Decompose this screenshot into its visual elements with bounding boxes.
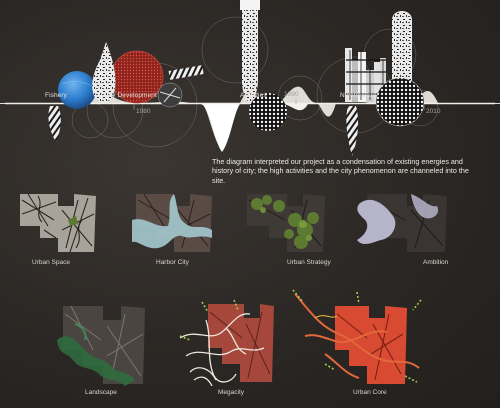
panel-ambition: Ambition [353, 190, 451, 268]
panel-megacity: Megacity [176, 298, 276, 400]
nightmarket-skyline [345, 48, 386, 102]
panel-label-urban-strategy: Urban Strategy [287, 259, 331, 266]
nightmarket-disk [375, 77, 425, 127]
timeline-graphic [0, 0, 500, 156]
panel-urban-strategy: Urban Strategy [243, 190, 331, 268]
nightmarket-drop [346, 106, 359, 156]
panel-harbor-city: Harbor City [132, 190, 214, 268]
timeline-year-1990: 1990 [284, 91, 299, 98]
activities-disk [249, 93, 287, 131]
timeline-label-activities: Activities [240, 92, 267, 99]
activities-pillar [242, 0, 258, 103]
year-ticks [133, 98, 425, 110]
panel-urban-core: Urban Core [285, 288, 430, 400]
wave-dip [282, 104, 308, 111]
panel-label-landscape: Landscape [85, 389, 117, 396]
timeline-label-city-development: City Development [104, 92, 157, 99]
globe-highlight [61, 81, 93, 87]
urban-strategy-map [247, 194, 325, 252]
panel-label-megacity: Megacity [218, 389, 245, 396]
pillar-top [240, 0, 260, 10]
panel-label-urban-space: Urban Space [32, 259, 70, 266]
harbor-city-map [132, 193, 212, 252]
panel-label-ambition: Ambition [423, 259, 449, 266]
description-text: The diagram interpreted our project as a… [212, 157, 469, 185]
small-disk-marks [159, 87, 181, 103]
panel-label-harbor-city: Harbor City [156, 259, 189, 266]
panel-landscape: Landscape [55, 300, 150, 400]
urban-core-map [292, 289, 422, 384]
fishery-globe [58, 71, 96, 109]
panel-urban-space: Urban Space [18, 190, 98, 268]
landscape-map [57, 305, 145, 386]
ambition-map [357, 194, 447, 252]
city-leaf-shape [92, 42, 116, 103]
timeline-year-2010: 2010 [426, 108, 441, 115]
timeline-label-nightmarket: Nightmarket [340, 92, 377, 99]
fishery-drop [48, 106, 61, 142]
urban-space-map [20, 193, 96, 253]
panel-label-urban-core: Urban Core [353, 389, 387, 396]
megacity-map [179, 299, 274, 387]
timeline-wave [0, 86, 500, 150]
timeline-label-fishery: Fishery [45, 92, 68, 99]
city-stripe-bar [168, 65, 204, 80]
wave-trough [200, 104, 240, 152]
timeline-year-1980: 1980 [136, 108, 151, 115]
